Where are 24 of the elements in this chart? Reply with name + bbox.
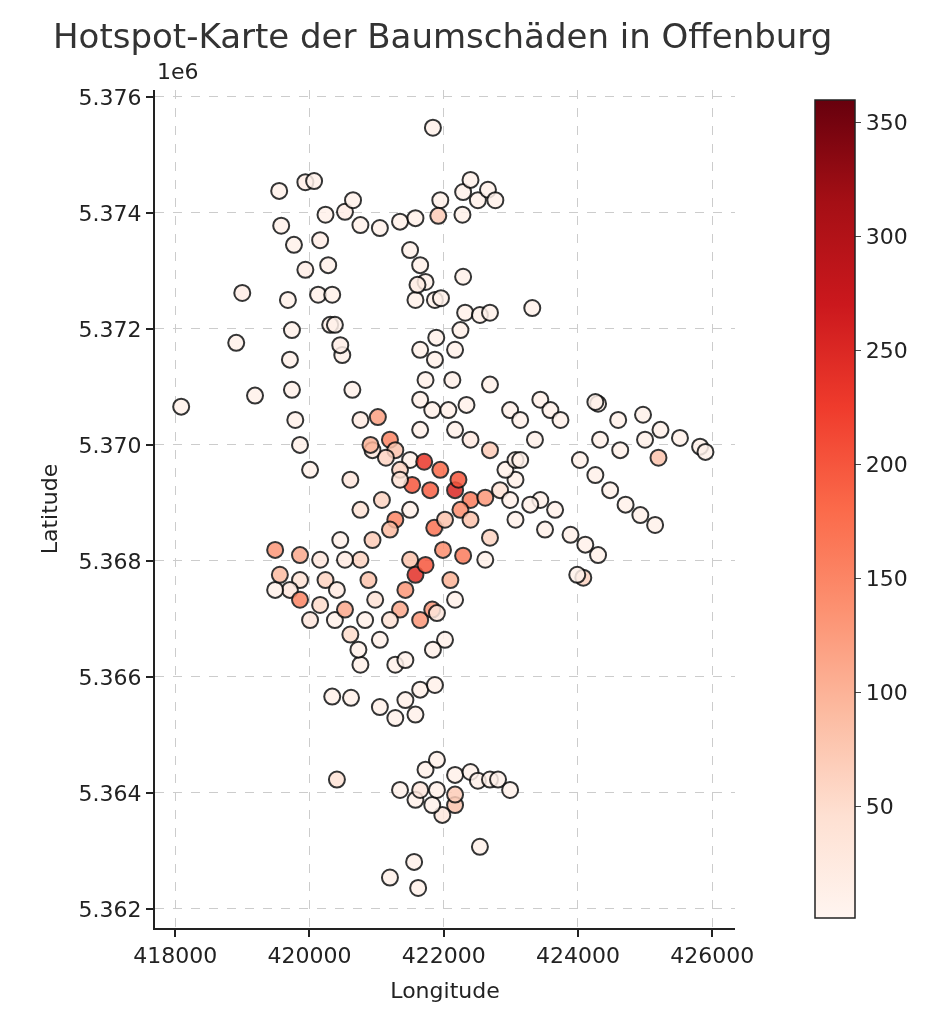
color-bar-label: 350 xyxy=(865,110,908,136)
y-tick-label: 5.368 xyxy=(78,548,142,574)
x-tick-label: 424000 xyxy=(535,943,620,969)
y-axis-title: Latitude xyxy=(36,463,62,555)
y-tick-label: 5.374 xyxy=(78,200,142,226)
color-bar-label: 50 xyxy=(865,794,894,820)
y-tick-label: 5.376 xyxy=(78,84,142,110)
text: 1e6 xyxy=(157,59,199,84)
color-bar-label: 300 xyxy=(865,224,908,250)
color-bar-label: 200 xyxy=(865,452,908,478)
color-bar-label: 250 xyxy=(865,338,908,364)
x-axis-title: Longitude xyxy=(390,977,500,1003)
x-tick-label: 420000 xyxy=(267,943,352,969)
x-tick-label: 422000 xyxy=(401,943,486,969)
x-tick-label: 418000 xyxy=(133,943,218,969)
color-bar-label: 100 xyxy=(865,680,908,706)
y-tick-label: 5.366 xyxy=(78,664,142,690)
y-tick-label: 5.362 xyxy=(78,896,142,922)
y-tick-label: 5.370 xyxy=(78,432,142,458)
y-tick-label: 5.372 xyxy=(78,316,142,342)
color-bar-label: 150 xyxy=(865,566,908,592)
y-tick-label: 5.364 xyxy=(78,780,142,806)
x-tick-label: 426000 xyxy=(670,943,755,969)
chart-title: Hotspot-Karte der Baumschäden in Offenburg xyxy=(53,15,833,56)
